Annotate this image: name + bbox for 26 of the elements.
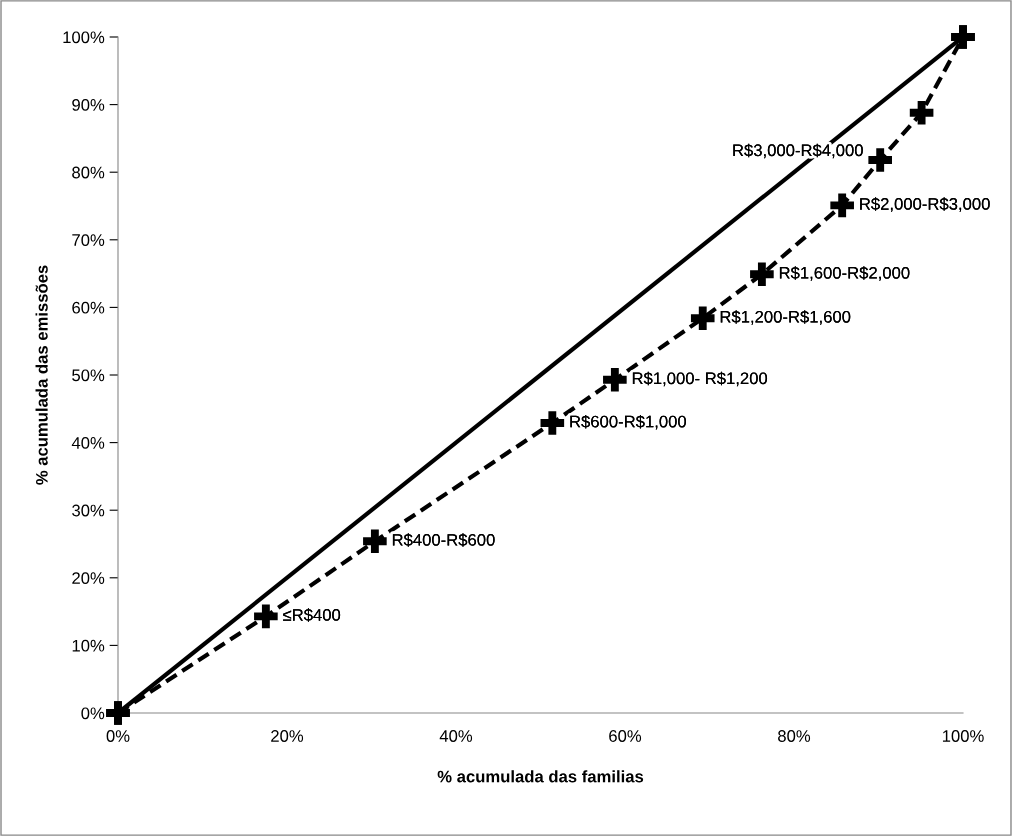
- y-tick-label: 0%: [81, 707, 105, 720]
- y-tick-label: 10%: [72, 639, 105, 652]
- x-tick-label: 80%: [778, 730, 811, 742]
- y-tick-label: 80%: [72, 166, 105, 179]
- annotation: R$400-R$600: [392, 533, 495, 547]
- x-tick-label: 40%: [439, 730, 473, 742]
- annotation: R$1,200-R$1,600: [720, 310, 851, 325]
- y-axis-title: % acumulada das emissões: [35, 265, 48, 485]
- y-tick-label: 30%: [72, 504, 105, 517]
- y-tick-label: 100%: [63, 31, 105, 44]
- x-tick-label: 100%: [942, 730, 984, 742]
- y-tick-label: 60%: [72, 301, 105, 314]
- annotation: R$600-R$1,000: [570, 414, 687, 430]
- y-tick-label: 20%: [72, 572, 105, 584]
- y-tick-label: 40%: [71, 437, 105, 449]
- y-tick-label: 90%: [72, 99, 105, 111]
- annotation: R$1,600-R$2,000: [779, 266, 910, 281]
- annotation: R$2,000-R$3,000: [860, 197, 990, 212]
- x-tick-label: 0%: [106, 730, 130, 742]
- annotation: ≤R$400: [283, 608, 341, 622]
- x-axis-title: % acumulada das familias: [437, 770, 644, 783]
- annotation: R$1,000- R$1,200: [632, 371, 768, 387]
- y-tick-label: 70%: [72, 234, 105, 246]
- y-tick-label: 50%: [72, 369, 105, 382]
- x-tick-label: 20%: [271, 730, 304, 742]
- x-tick-label: 60%: [609, 730, 642, 742]
